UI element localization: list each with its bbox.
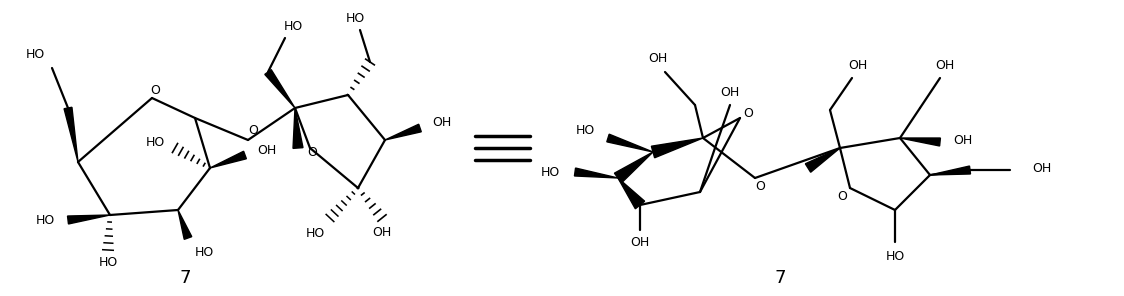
Polygon shape — [178, 210, 192, 239]
Text: HO: HO — [283, 20, 302, 33]
Text: OH: OH — [649, 52, 668, 65]
Text: HO: HO — [99, 255, 118, 268]
Text: OH: OH — [432, 115, 451, 128]
Text: OH: OH — [631, 236, 650, 249]
Text: O: O — [248, 123, 257, 136]
Polygon shape — [293, 108, 303, 148]
Text: O: O — [307, 146, 317, 158]
Text: OH: OH — [720, 86, 740, 99]
Text: OH: OH — [953, 133, 972, 147]
Polygon shape — [652, 138, 702, 158]
Text: OH: OH — [372, 226, 391, 239]
Text: HO: HO — [345, 12, 364, 25]
Polygon shape — [806, 148, 840, 172]
Polygon shape — [574, 168, 618, 178]
Text: O: O — [151, 83, 160, 96]
Text: HO: HO — [306, 226, 325, 239]
Text: HO: HO — [575, 123, 595, 136]
Polygon shape — [210, 151, 246, 168]
Text: HO: HO — [146, 136, 165, 149]
Text: HO: HO — [886, 250, 905, 263]
Text: HO: HO — [26, 47, 45, 60]
Text: OH: OH — [849, 59, 868, 72]
Text: OH: OH — [935, 59, 954, 72]
Text: HO: HO — [36, 213, 55, 226]
Polygon shape — [900, 138, 941, 146]
Polygon shape — [615, 152, 653, 183]
Text: HO: HO — [194, 245, 215, 258]
Polygon shape — [386, 124, 422, 140]
Text: HO: HO — [541, 165, 560, 178]
Text: 7: 7 — [179, 269, 191, 287]
Text: OH: OH — [257, 144, 277, 157]
Polygon shape — [930, 166, 970, 175]
Polygon shape — [265, 70, 294, 108]
Polygon shape — [67, 215, 110, 224]
Text: 7: 7 — [774, 269, 786, 287]
Polygon shape — [64, 107, 78, 162]
Text: O: O — [837, 189, 847, 202]
Polygon shape — [618, 178, 645, 209]
Polygon shape — [607, 134, 653, 152]
Text: O: O — [755, 179, 765, 192]
Text: OH: OH — [1032, 162, 1051, 175]
Text: O: O — [743, 107, 753, 120]
